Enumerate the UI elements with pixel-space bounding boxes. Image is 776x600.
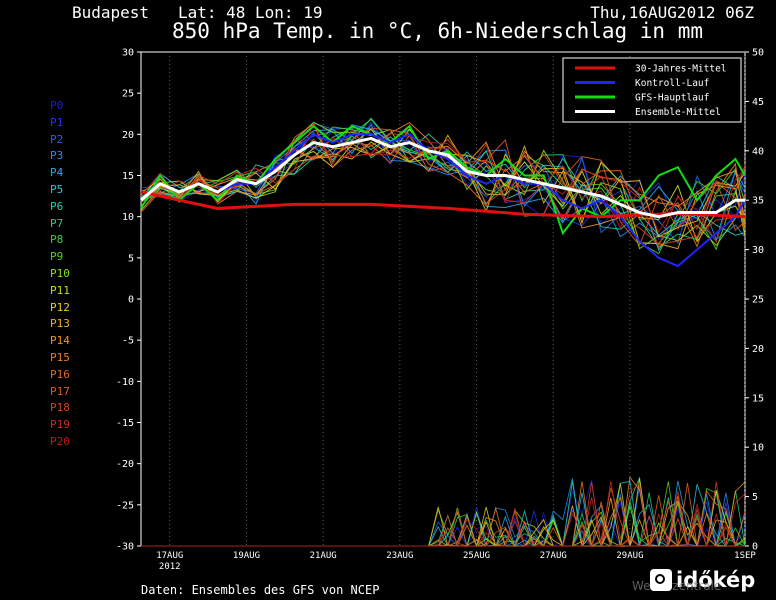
member-label-p8: P8: [50, 233, 64, 247]
y-tick-label-left: 30: [122, 48, 134, 59]
member-label-p5: P5: [50, 182, 64, 196]
x-tick-label: 25AUG: [463, 551, 490, 561]
legend-label: GFS-Hauptlauf: [635, 93, 709, 104]
y-tick-label-right: 30: [752, 245, 764, 256]
member-label-p19: P19: [50, 418, 70, 432]
camera-icon: [650, 569, 672, 591]
y-tick-label-left: 0: [128, 295, 134, 306]
member-label-p9: P9: [50, 250, 64, 264]
plot-frame: [140, 51, 746, 547]
legend-label: Kontroll-Lauf: [635, 78, 709, 89]
y-tick-label-right: 45: [752, 97, 764, 108]
y-tick-label-right: 50: [752, 48, 764, 59]
y-tick-label-left: 10: [122, 212, 134, 223]
y-tick-label-right: 10: [752, 443, 764, 454]
y-tick-label-left: 25: [122, 89, 134, 100]
x-tick-label: 1SEP: [734, 551, 756, 561]
y-tick-label-left: -25: [116, 500, 134, 511]
y-tick-label-right: 35: [752, 196, 764, 207]
legend-label: 30-Jahres-Mittel: [635, 64, 727, 75]
member-label-p1: P1: [50, 115, 64, 129]
x-tick-label: 19AUG: [233, 551, 260, 561]
y-tick-label-right: 20: [752, 344, 764, 355]
ensemble-mean-line: [140, 136, 745, 219]
x-tick-label: 21AUG: [310, 551, 337, 561]
member-label-p4: P4: [50, 166, 64, 180]
member-label-p15: P15: [50, 350, 70, 364]
x-tick-label: 17AUG: [156, 551, 183, 561]
member-label-p6: P6: [50, 199, 64, 213]
data-source-footer: Daten: Ensembles des GFS von NCEP: [141, 583, 380, 597]
member-line-p18: [140, 133, 746, 246]
member-label-p11: P11: [50, 283, 70, 297]
y-tick-label-left: 20: [122, 130, 134, 141]
member-line-p19: [140, 121, 746, 248]
x-tick-label: 23AUG: [386, 551, 413, 561]
y-tick-label-left: -15: [116, 418, 134, 429]
control-run-line: [140, 133, 746, 268]
x-tick-label: 27AUG: [540, 551, 567, 561]
member-label-p20: P20: [50, 434, 70, 448]
member-label-p16: P16: [50, 367, 70, 381]
y-tick-label-right: 5: [752, 492, 758, 503]
member-label-p13: P13: [50, 317, 70, 331]
member-legend: P0 P1 P2 P3 P4 P5 P6 P7 P8 P9 P10 P11 P12 P13 P14 P15 P1…: [50, 98, 90, 451]
member-label-p12: P12: [50, 300, 70, 314]
y-tick-label-left: -10: [116, 377, 134, 388]
logo-text: időkép: [676, 568, 756, 592]
location-label: Budapest Lat: 48 Lon: 19: [72, 3, 323, 22]
y-tick-label-right: 0: [752, 542, 758, 553]
y-tick-label-left: 5: [128, 253, 134, 264]
member-line-p14: [140, 141, 746, 229]
y-tick-label-right: 25: [752, 295, 764, 306]
precip-line-p20: [141, 503, 745, 547]
member-label-p2: P2: [50, 132, 64, 146]
member-label-p0: P0: [50, 99, 64, 112]
y-tick-label-left: -20: [116, 459, 134, 470]
x-tick-year: 2012: [159, 562, 181, 572]
climatology-line: [140, 190, 746, 219]
y-tick-label-right: 15: [752, 393, 764, 404]
member-label-p17: P17: [50, 384, 70, 398]
member-label-p3: P3: [50, 149, 64, 163]
legend-label: Ensemble-Mittel: [635, 107, 721, 118]
member-label-p7: P7: [50, 216, 64, 230]
x-tick-label: 29AUG: [616, 551, 643, 561]
chart-title: 850 hPa Temp. in °C, 6h-Niederschlag in …: [172, 19, 704, 43]
y-tick-label-left: 15: [122, 171, 134, 182]
y-tick-label-left: -5: [122, 336, 134, 347]
member-label-p18: P18: [50, 401, 70, 415]
y-tick-label-right: 40: [752, 146, 764, 157]
member-label-p14: P14: [50, 334, 70, 348]
gfs-main-run-line: [140, 124, 746, 236]
watermark-text: Wetterzentrale: [632, 579, 722, 593]
y-tick-label-left: -30: [116, 542, 134, 553]
member-line-p1: [140, 121, 746, 227]
idokep-logo[interactable]: Wetterzentrale időkép: [632, 565, 770, 595]
run-datetime: Thu,16AUG2012 06Z: [590, 3, 754, 22]
member-label-p10: P10: [50, 266, 70, 280]
